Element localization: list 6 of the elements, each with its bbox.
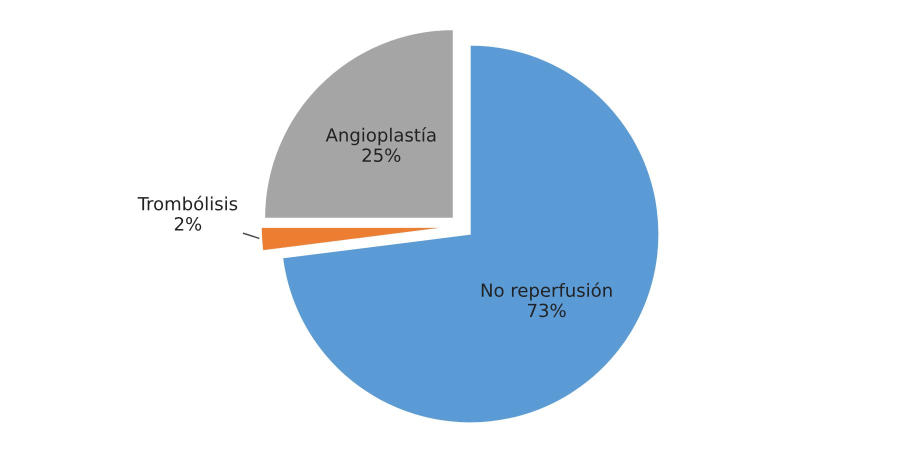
slice-label: Angioplastía	[326, 127, 436, 146]
data-label: 25%	[362, 148, 400, 162]
data-label: 2%	[174, 217, 202, 231]
slice-label: No reperfusión	[482, 282, 612, 301]
data-label: 73%	[528, 304, 566, 318]
slice-label: Trombólisis	[138, 196, 238, 210]
